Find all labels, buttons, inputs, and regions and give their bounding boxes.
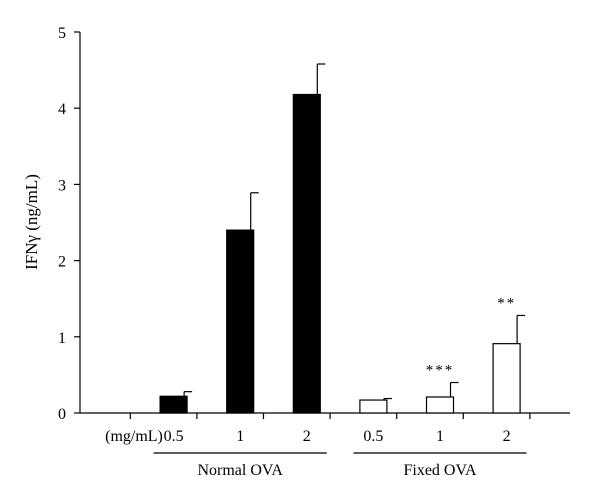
y-tick-label: 2 xyxy=(58,254,66,271)
x-tick-label: 1 xyxy=(436,428,444,445)
bar xyxy=(292,93,321,414)
group-label: Fixed OVA xyxy=(403,462,476,479)
bar xyxy=(359,399,388,414)
x-tick-label: 0.5 xyxy=(363,428,383,445)
bar xyxy=(159,395,188,414)
x-tick-label: 2 xyxy=(503,428,511,445)
significance-marker: *** xyxy=(426,363,455,379)
bar xyxy=(425,396,455,414)
bar xyxy=(492,343,521,414)
y-tick-label: 1 xyxy=(58,330,66,347)
x-tick-label: 0.5 xyxy=(164,428,184,445)
x-unit-label: (mg/mL) xyxy=(105,428,163,445)
y-tick-label: 5 xyxy=(58,25,66,42)
x-tick-label: 1 xyxy=(236,428,244,445)
bar xyxy=(226,229,255,414)
y-tick-label: 0 xyxy=(58,406,66,423)
y-tick-label: 4 xyxy=(58,101,66,118)
y-axis-label: IFNγ (ng/mL) xyxy=(22,174,41,270)
y-tick-label: 3 xyxy=(58,177,66,194)
significance-marker: ** xyxy=(497,295,516,311)
x-tick-label: 2 xyxy=(303,428,311,445)
group-label: Normal OVA xyxy=(197,462,283,479)
